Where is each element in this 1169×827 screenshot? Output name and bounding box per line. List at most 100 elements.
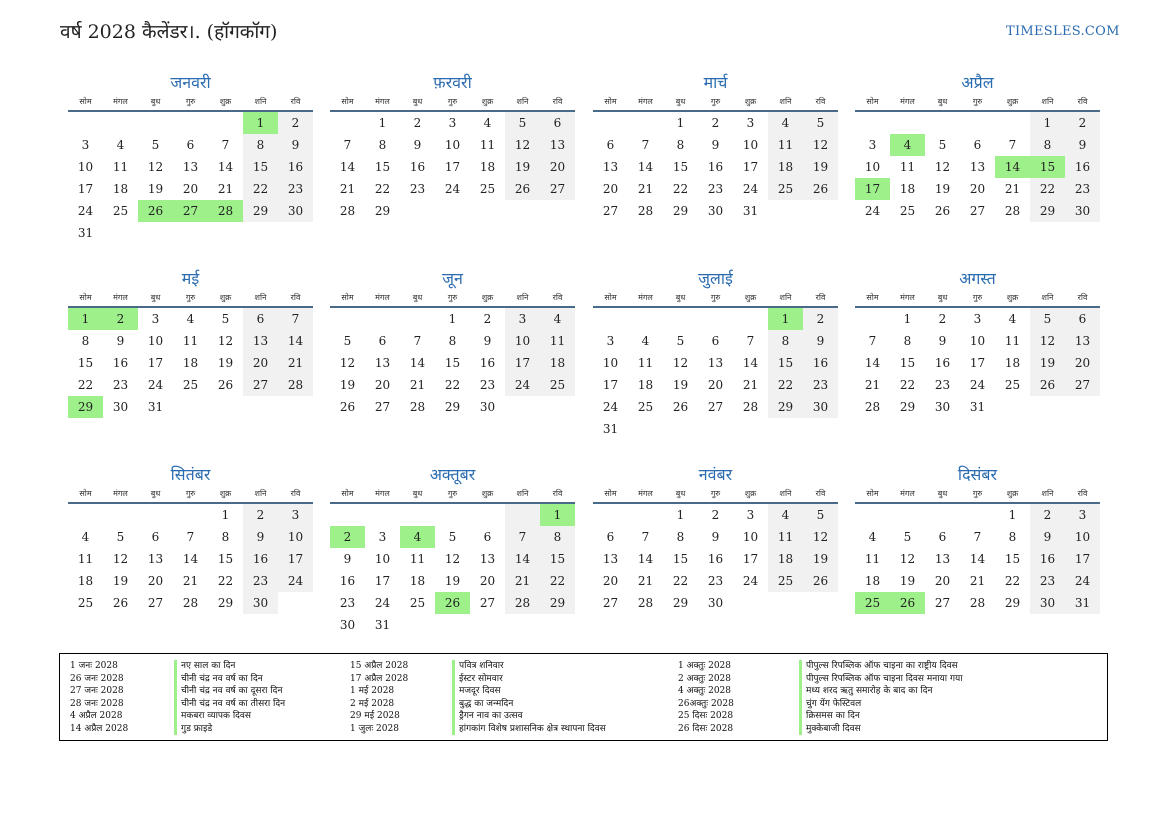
day-cell: 26: [1030, 374, 1065, 396]
holiday-name: चीनी चंद्र नव वर्ष का तीसरा दिन: [174, 697, 285, 710]
weekday-label: शनि: [254, 489, 267, 498]
day-cell: 15: [540, 548, 575, 570]
day-cell: 5: [803, 504, 838, 526]
day-cell: 28: [208, 200, 243, 222]
day-cell: 9: [1030, 526, 1065, 548]
empty-cell: [435, 504, 470, 526]
day-cell: 17: [969, 356, 986, 370]
week-row: 6 7 8 9 10 11 12: [593, 526, 838, 548]
day-cell: 7: [746, 334, 755, 348]
day-cell: 4: [868, 530, 877, 544]
day-cell: 9: [278, 134, 313, 156]
weekday-header: सोम मंगल बुध गुरु शुक्र शनि रवि: [68, 290, 313, 308]
day-cell: 25: [768, 570, 803, 592]
day-cell: 15: [374, 160, 391, 174]
day-cell: 12: [339, 356, 356, 370]
weekday-label: गुरु: [185, 293, 196, 302]
day-cell: 9: [938, 334, 947, 348]
day-cell: 15: [672, 160, 689, 174]
empty-cell: [925, 112, 960, 134]
site-link[interactable]: TIMESLES.COM: [1006, 24, 1120, 39]
month-name: मई: [181, 269, 200, 288]
day-cell: 12: [899, 552, 916, 566]
empty-cell: [400, 504, 435, 526]
weekday-label: शनि: [516, 97, 529, 106]
weekday-label: रवि: [1077, 97, 1088, 106]
day-cell: 12: [147, 160, 164, 174]
day-cell: 27: [934, 596, 951, 610]
day-cell: 7: [973, 530, 982, 544]
weekday-header: सोम मंगल बुध गुरु शुक्र शनि रवि: [68, 94, 313, 112]
weekday-label: सोम: [604, 97, 617, 106]
empty-cell: [103, 222, 138, 244]
weekday-label: शुक्र: [219, 293, 232, 302]
weekday-label: मंगल: [375, 97, 390, 106]
day-cell: 29: [444, 400, 461, 414]
day-cell: 25: [855, 592, 890, 614]
empty-cell: [593, 308, 628, 330]
empty-cell: [68, 504, 103, 526]
day-cell: 18: [768, 156, 803, 178]
day-cell: 17: [602, 378, 619, 392]
day-cell: 10: [1065, 526, 1100, 548]
day-cell: 13: [479, 552, 496, 566]
day-cell: 24: [742, 574, 759, 588]
day-cell: 5: [1030, 308, 1065, 330]
day-cell: 23: [409, 182, 426, 196]
day-cell: 21: [742, 378, 759, 392]
holiday-name: चुंग येंग फेस्टिवल: [799, 697, 963, 710]
day-cell: 6: [243, 308, 278, 330]
day-cell: 29: [672, 596, 689, 610]
week-row: 31: [68, 222, 313, 244]
day-cell: 23: [934, 378, 951, 392]
empty-cell: [540, 396, 575, 418]
day-cell: 15: [899, 356, 916, 370]
day-cell: 27: [479, 596, 496, 610]
holiday-name: मुक्केबाजी दिवस: [799, 722, 963, 735]
weekday-header: सोम मंगल बुध गुरु शुक्र शनि रवि: [593, 290, 838, 308]
holiday-name: ईस्टर सोमवार: [452, 672, 606, 685]
day-cell: 14: [637, 552, 654, 566]
day-cell: 26: [934, 204, 951, 218]
day-cell: 28: [505, 592, 540, 614]
day-cell: 22: [1030, 178, 1065, 200]
day-cell: 9: [711, 138, 720, 152]
day-cell: 21: [339, 182, 356, 196]
day-cell: 12: [112, 552, 129, 566]
empty-cell: [855, 308, 890, 330]
day-cell: 22: [768, 374, 803, 396]
day-cell: 19: [112, 574, 129, 588]
day-cell: 8: [1008, 530, 1017, 544]
day-cell: 19: [505, 156, 540, 178]
month-block: दिसंबर सोम मंगल बुध गुरु शुक्र शनि रवि 1 2 3 4 5 6 7 8 9…: [855, 464, 1100, 614]
weekday-label: शनि: [254, 293, 267, 302]
day-cell: 2: [711, 116, 720, 130]
day-cell: 27: [173, 200, 208, 222]
weekday-label: शनि: [779, 293, 792, 302]
weekday-header: सोम मंगल बुध गुरु शुक्र शनि रवि: [593, 486, 838, 504]
holiday-date-column: 1 अक्तुः 2028 2 अक्तुः 2028 4 अक्तुः 2028 2…: [678, 660, 734, 735]
weekday-label: मंगल: [900, 97, 915, 106]
weekday-label: मंगल: [113, 489, 128, 498]
day-cell: 29: [68, 396, 103, 418]
month-block: जुलाई सोम मंगल बुध गुरु शुक्र शनि रवि 1 2 3 4 5 6 7 8 9 1…: [593, 268, 838, 440]
day-cell: 12: [672, 356, 689, 370]
day-cell: 11: [479, 138, 496, 152]
holiday-name: पीपुल्स रिपब्लिक ऑफ चाइना का राष्ट्रीय द…: [799, 660, 963, 673]
week-row: 11 12 13 14 15 16 17: [68, 548, 313, 570]
day-cell: 28: [969, 596, 986, 610]
day-cell: 21: [637, 182, 654, 196]
weekday-label: गुरु: [710, 293, 721, 302]
day-cell: 8: [768, 330, 803, 352]
day-cell: 23: [112, 378, 129, 392]
day-cell: 27: [374, 400, 391, 414]
week-row: 9 10 11 12 13 14 15: [330, 548, 575, 570]
day-cell: 23: [1030, 570, 1065, 592]
week-row: 25 26 27 28 29 30 31: [855, 592, 1100, 614]
day-cell: 21: [1004, 182, 1021, 196]
day-cell: 7: [186, 530, 195, 544]
day-cell: 13: [1065, 330, 1100, 352]
day-cell: 2: [1065, 112, 1100, 134]
day-cell: 9: [1065, 134, 1100, 156]
